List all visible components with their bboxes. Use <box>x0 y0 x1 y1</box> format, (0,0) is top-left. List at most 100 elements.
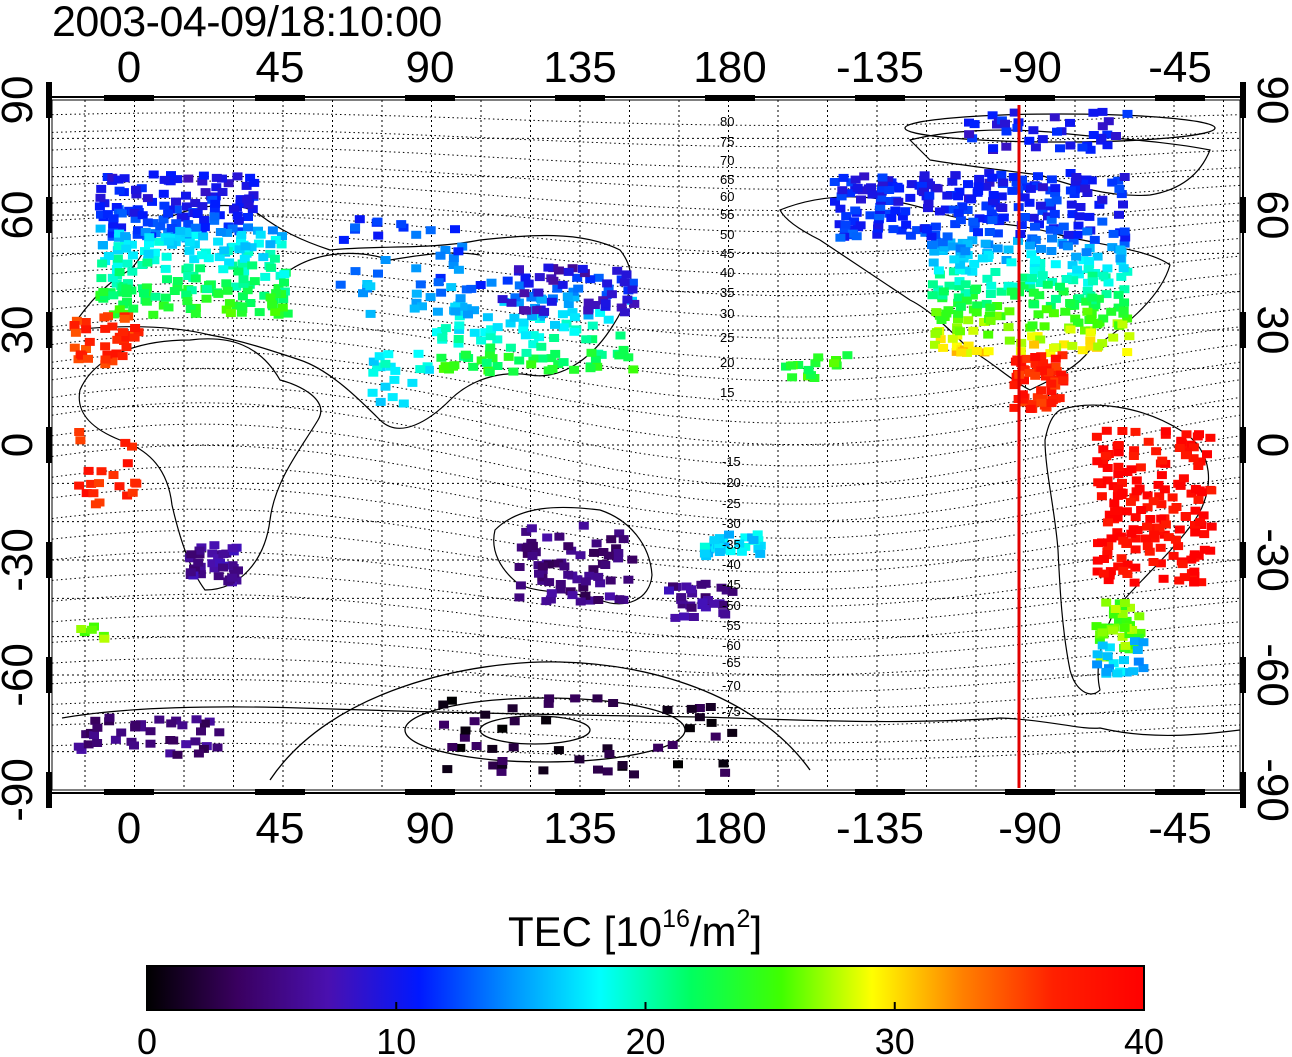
tec-cell <box>875 202 886 211</box>
antarctica-coast <box>61 706 1240 736</box>
tec-cell <box>1012 355 1023 364</box>
tec-cell <box>471 742 482 750</box>
tec-cell <box>223 179 234 188</box>
tec-cell <box>440 246 451 254</box>
tec-cell <box>949 255 960 264</box>
tec-cell <box>1018 281 1029 290</box>
tec-cell <box>593 572 604 581</box>
tec-cell <box>755 549 766 558</box>
tec-cell <box>1011 178 1022 187</box>
tec-cell <box>1088 277 1098 286</box>
tec-cell <box>736 547 747 556</box>
tec-cell <box>1188 454 1199 463</box>
tec-cell <box>183 263 194 272</box>
tec-cell <box>1024 198 1035 207</box>
lat-tick-label-right: -60 <box>1248 643 1292 707</box>
tec-cell <box>1073 270 1084 279</box>
tec-cell <box>1001 127 1012 136</box>
tec-cell <box>600 299 611 308</box>
tec-cell <box>1202 450 1212 459</box>
tec-cell <box>962 348 972 357</box>
tec-cell <box>279 270 290 279</box>
tec-cell <box>541 716 552 725</box>
tec-cell <box>614 351 625 360</box>
tec-cell <box>893 197 904 206</box>
tec-cell <box>1148 497 1159 506</box>
contour-label: 70 <box>720 153 734 168</box>
tec-cell <box>1016 338 1027 347</box>
colorbar-title-exp1: 16 <box>662 905 690 933</box>
tec-cell <box>725 547 736 556</box>
tec-cell <box>338 235 349 244</box>
tec-cell <box>546 589 557 598</box>
tec-cell <box>1046 379 1057 388</box>
contour-label: -75 <box>722 704 741 719</box>
tec-cell <box>930 222 941 231</box>
tec-cell <box>279 278 289 287</box>
tec-cell <box>532 306 543 315</box>
tec-cell <box>514 281 525 290</box>
tec-cell <box>1105 567 1116 576</box>
tec-cell <box>1167 493 1178 502</box>
tec-cell <box>1057 351 1068 360</box>
tec-cell <box>526 293 537 302</box>
tec-cell <box>409 304 420 313</box>
tec-cell <box>1140 534 1151 543</box>
tec-cell <box>1072 265 1083 274</box>
tec-cell <box>1085 336 1096 345</box>
tec-cell <box>1132 646 1143 654</box>
tec-cell <box>1153 480 1164 489</box>
tec-cell <box>453 247 464 256</box>
tec-cell <box>1030 256 1041 265</box>
tec-cell <box>374 352 385 361</box>
tec-cell <box>108 291 119 300</box>
tec-cell <box>233 216 244 225</box>
tec-cell <box>128 304 139 313</box>
contour-label: 80 <box>720 114 734 129</box>
tec-cell <box>558 323 569 332</box>
tec-cell <box>872 230 883 239</box>
tec-cell <box>569 327 580 336</box>
tec-cell <box>838 173 849 182</box>
tec-cell <box>398 399 409 408</box>
tec-cell <box>515 581 526 590</box>
tec-cell <box>709 536 720 545</box>
tec-cell <box>720 610 731 619</box>
contour-label: 75 <box>720 134 734 149</box>
tec-cell <box>1109 499 1120 508</box>
tec-cell <box>1092 252 1103 261</box>
tec-cell <box>1093 478 1104 487</box>
tec-cell <box>1030 235 1041 244</box>
tec-cell <box>1080 184 1091 193</box>
tec-cell <box>688 613 699 621</box>
tec-cell <box>967 267 978 276</box>
tec-cell <box>510 293 521 302</box>
tec-cell <box>385 362 396 371</box>
tec-cell <box>1107 626 1118 635</box>
tec-cell <box>260 272 271 281</box>
tec-cell <box>1098 569 1109 578</box>
tec-cell <box>1124 630 1135 639</box>
tec-cell <box>575 597 586 606</box>
tec-cell <box>1104 643 1115 652</box>
tec-cell <box>740 542 751 551</box>
tec-cell <box>621 270 632 279</box>
tec-cell <box>845 189 856 198</box>
tec-cell <box>603 551 614 560</box>
tec-cell <box>887 181 898 190</box>
lon-tick-label-top: 0 <box>117 43 141 92</box>
contour-label: -30 <box>722 516 741 531</box>
tec-cell <box>111 203 122 211</box>
tec-cell <box>905 231 916 240</box>
tec-cell <box>245 299 256 307</box>
tec-cell <box>231 301 242 310</box>
tec-cell <box>1094 635 1105 644</box>
tec-cell <box>971 284 982 293</box>
tec-cell <box>189 240 200 249</box>
tec-cell <box>697 598 708 607</box>
tec-cell <box>172 750 183 759</box>
tec-cell <box>1027 400 1038 408</box>
lon-tick-label-top: -135 <box>836 43 924 92</box>
tec-cell <box>354 215 365 224</box>
